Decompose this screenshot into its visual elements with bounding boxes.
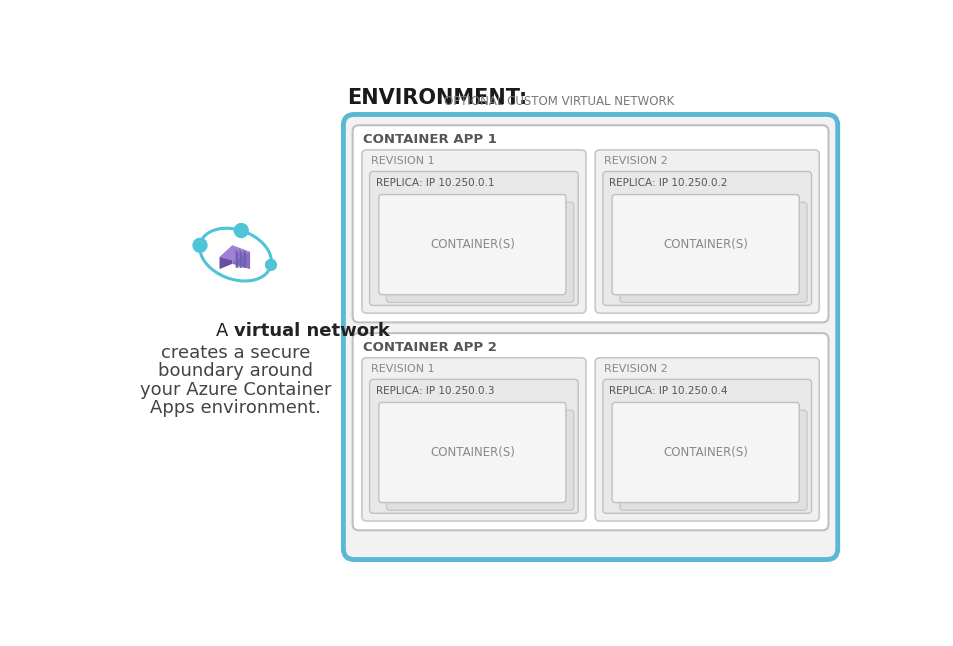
Text: ENVIRONMENT:: ENVIRONMENT: bbox=[347, 89, 527, 109]
FancyBboxPatch shape bbox=[386, 202, 573, 302]
FancyBboxPatch shape bbox=[378, 194, 565, 295]
Polygon shape bbox=[219, 245, 250, 261]
Polygon shape bbox=[233, 245, 250, 269]
FancyBboxPatch shape bbox=[619, 202, 806, 302]
Text: OPTIONAL CUSTOM VIRTUAL NETWORK: OPTIONAL CUSTOM VIRTUAL NETWORK bbox=[444, 96, 674, 109]
Circle shape bbox=[265, 260, 276, 270]
Text: CONTAINER(S): CONTAINER(S) bbox=[662, 238, 747, 251]
Text: CONTAINER(S): CONTAINER(S) bbox=[430, 238, 515, 251]
FancyBboxPatch shape bbox=[612, 194, 799, 295]
FancyBboxPatch shape bbox=[369, 379, 578, 514]
FancyBboxPatch shape bbox=[602, 171, 811, 306]
Polygon shape bbox=[239, 249, 242, 268]
Text: your Azure Container: your Azure Container bbox=[140, 381, 331, 399]
Text: REPLICA: IP 10.250.0.1: REPLICA: IP 10.250.0.1 bbox=[375, 178, 494, 187]
Text: A: A bbox=[215, 322, 233, 340]
FancyBboxPatch shape bbox=[361, 150, 585, 313]
Text: CONTAINER(S): CONTAINER(S) bbox=[430, 446, 515, 459]
FancyBboxPatch shape bbox=[361, 358, 585, 521]
Text: boundary around: boundary around bbox=[158, 362, 313, 380]
Text: CONTAINER APP 2: CONTAINER APP 2 bbox=[363, 341, 497, 354]
Text: REVISION 2: REVISION 2 bbox=[604, 364, 667, 374]
Polygon shape bbox=[219, 245, 233, 269]
Text: virtual network: virtual network bbox=[233, 322, 390, 340]
FancyBboxPatch shape bbox=[595, 358, 819, 521]
Polygon shape bbox=[235, 249, 238, 268]
FancyBboxPatch shape bbox=[353, 125, 827, 322]
Circle shape bbox=[234, 224, 248, 238]
Text: REVISION 2: REVISION 2 bbox=[604, 156, 667, 166]
FancyBboxPatch shape bbox=[369, 171, 578, 306]
Text: REVISION 1: REVISION 1 bbox=[371, 156, 435, 166]
FancyBboxPatch shape bbox=[602, 379, 811, 514]
Text: CONTAINER(S): CONTAINER(S) bbox=[662, 446, 747, 459]
Text: creates a secure: creates a secure bbox=[161, 344, 310, 362]
Text: REVISION 1: REVISION 1 bbox=[371, 364, 435, 374]
FancyBboxPatch shape bbox=[612, 402, 799, 503]
Text: REPLICA: IP 10.250.0.3: REPLICA: IP 10.250.0.3 bbox=[375, 386, 494, 395]
FancyBboxPatch shape bbox=[595, 150, 819, 313]
Text: REPLICA: IP 10.250.0.2: REPLICA: IP 10.250.0.2 bbox=[608, 178, 727, 187]
FancyBboxPatch shape bbox=[619, 410, 806, 510]
Text: CONTAINER APP 1: CONTAINER APP 1 bbox=[363, 133, 497, 146]
Text: Apps environment.: Apps environment. bbox=[150, 399, 321, 417]
FancyBboxPatch shape bbox=[386, 410, 573, 510]
FancyBboxPatch shape bbox=[343, 114, 837, 559]
Polygon shape bbox=[243, 249, 246, 268]
FancyBboxPatch shape bbox=[353, 333, 827, 530]
Circle shape bbox=[193, 238, 207, 252]
FancyBboxPatch shape bbox=[378, 402, 565, 503]
Text: REPLICA: IP 10.250.0.4: REPLICA: IP 10.250.0.4 bbox=[608, 386, 727, 395]
